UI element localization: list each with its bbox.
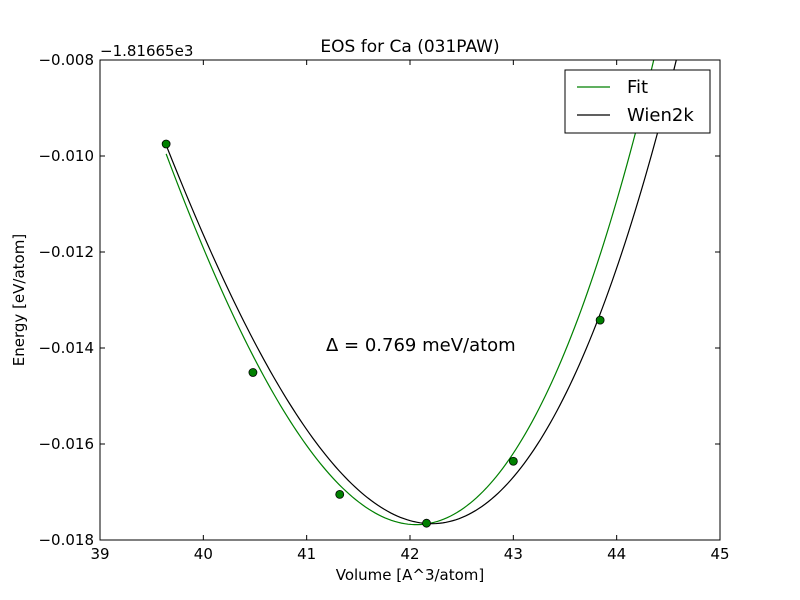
y-axis-ticks: −0.018 −0.016 −0.014 −0.012 −0.010 −0.008 [38,51,720,549]
fit-data-point [335,489,345,499]
x-tick-label: 43 [504,545,523,563]
y-axis-label: Energy [eV/atom] [10,234,28,366]
x-tick-label: 42 [400,545,419,563]
x-axis-ticks: 39 40 41 42 43 44 45 [90,60,730,563]
fit-data-point [161,139,171,149]
delta-annotation: Δ = 0.769 meV/atom [326,335,516,356]
x-tick-label: 40 [194,545,213,563]
x-axis-label: Volume [A^3/atom] [336,566,485,584]
fit-data-point [248,368,258,377]
fit-data-point [422,518,431,528]
fit-data-point [508,456,518,466]
series-markers [161,139,605,528]
y-tick-label: −0.012 [38,243,94,261]
x-tick-label: 41 [297,545,316,563]
y-offset-label: −1.81665e3 [100,42,193,60]
y-tick-label: −0.010 [38,147,94,165]
x-tick-label: 44 [607,545,626,563]
y-tick-label: −0.008 [38,51,94,69]
x-tick-label: 45 [710,545,729,563]
chart-title: EOS for Ca (031PAW) [320,37,499,57]
x-tick-label: 39 [90,545,109,563]
legend: Fit Wien2k [564,69,711,134]
y-tick-label: −0.016 [38,435,94,453]
legend-box [564,69,711,134]
y-tick-label: −0.014 [38,339,94,357]
fit-data-point [595,315,605,325]
legend-fit-label: Fit [627,77,648,98]
legend-wien2k-label: Wien2k [627,105,694,126]
y-tick-label: −0.018 [38,531,94,549]
